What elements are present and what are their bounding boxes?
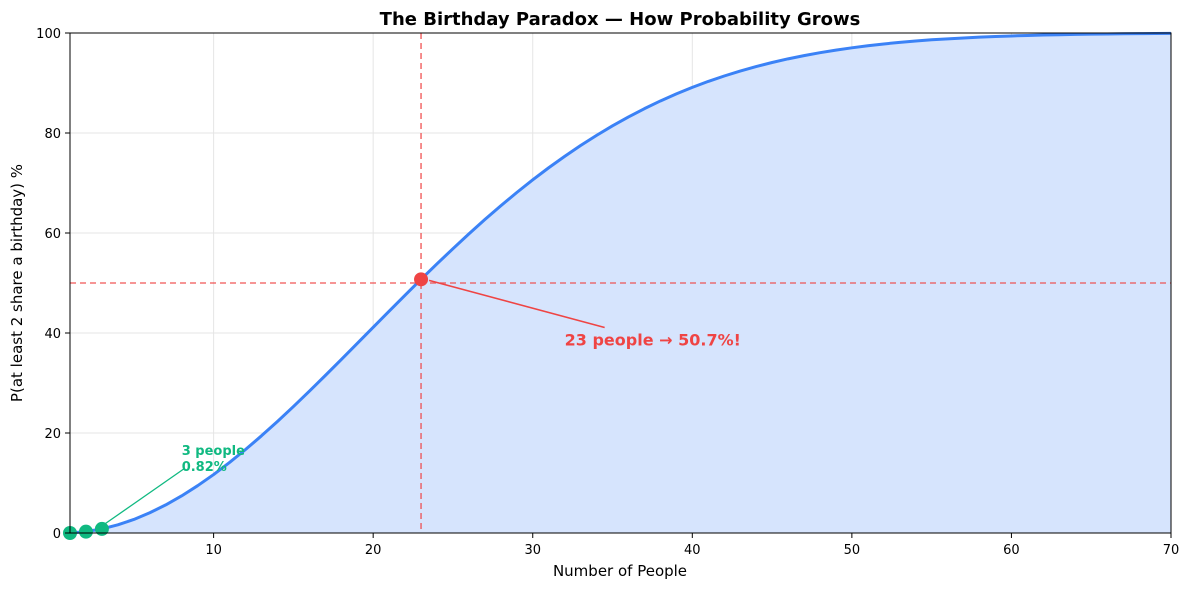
y-axis-label: P(at least 2 share a birthday) %	[8, 164, 26, 402]
chart-title: The Birthday Paradox — How Probability G…	[380, 9, 861, 30]
x-tick-label: 40	[684, 543, 701, 558]
x-tick-label: 20	[365, 543, 382, 558]
y-tick-label: 20	[44, 427, 61, 442]
highlight-point	[78, 524, 93, 539]
x-tick-label: 50	[844, 543, 861, 558]
x-tick-label: 70	[1163, 543, 1180, 558]
annotation-arrow	[428, 279, 605, 329]
tick-labels: 10 20 30 40 50 60 70 0 20 40 60 80 100	[36, 27, 1179, 558]
annotation-arrow	[104, 468, 185, 525]
probability-line	[69, 31, 1172, 535]
y-tick-label: 80	[44, 127, 61, 142]
x-tick-label: 30	[524, 543, 541, 558]
axes	[69, 32, 1172, 534]
highlight-point	[94, 521, 109, 536]
highlight-point	[414, 272, 429, 287]
series-line-layer	[69, 31, 1172, 535]
x-axis-label: Number of People	[553, 562, 687, 580]
annotation-label: 3 people 0.82%	[182, 444, 245, 475]
annotation-label: 23 people → 50.7%!	[565, 331, 741, 350]
annotation-label-line: 3 people	[182, 444, 245, 459]
highlight-points	[63, 272, 429, 540]
y-tick-label: 40	[44, 327, 61, 342]
annotations: 23 people → 50.7%! 3 people 0.82%	[104, 279, 741, 525]
y-tick-label: 100	[36, 27, 61, 42]
x-tick-label: 60	[1003, 543, 1020, 558]
y-tick-label: 0	[53, 527, 61, 542]
y-tick-label: 60	[44, 227, 61, 242]
x-tick-label: 10	[205, 543, 222, 558]
annotation-label-line: 0.82%	[182, 460, 227, 475]
plot-frame	[69, 32, 1172, 534]
